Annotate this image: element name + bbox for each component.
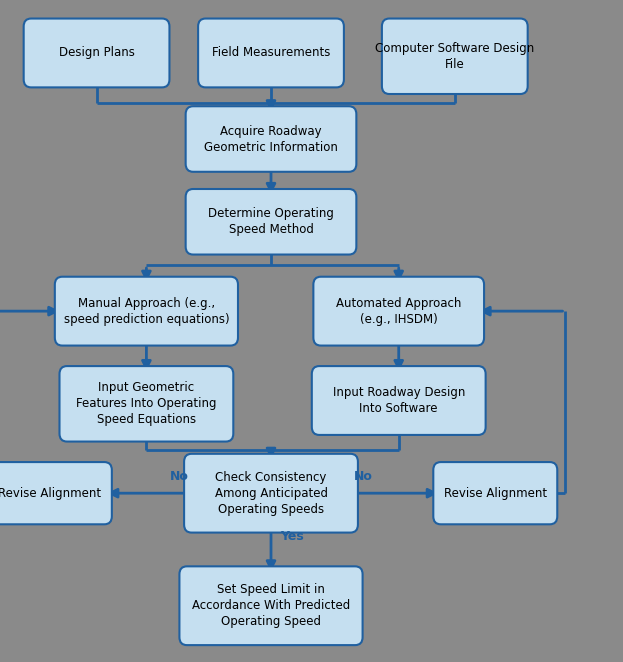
FancyBboxPatch shape: [198, 19, 344, 87]
FancyBboxPatch shape: [55, 277, 238, 346]
Text: No: No: [169, 470, 188, 483]
Text: Automated Approach
(e.g., IHSDM): Automated Approach (e.g., IHSDM): [336, 297, 462, 326]
Text: Design Plans: Design Plans: [59, 46, 135, 60]
FancyBboxPatch shape: [0, 462, 112, 524]
Text: Manual Approach (e.g.,
speed prediction equations): Manual Approach (e.g., speed prediction …: [64, 297, 229, 326]
FancyBboxPatch shape: [312, 366, 486, 435]
Text: Input Roadway Design
Into Software: Input Roadway Design Into Software: [333, 386, 465, 415]
Text: Determine Operating
Speed Method: Determine Operating Speed Method: [208, 207, 334, 236]
FancyBboxPatch shape: [186, 189, 356, 254]
Text: Revise Alignment: Revise Alignment: [444, 487, 547, 500]
FancyBboxPatch shape: [179, 567, 363, 645]
FancyBboxPatch shape: [184, 454, 358, 532]
Text: Set Speed Limit in
Accordance With Predicted
Operating Speed: Set Speed Limit in Accordance With Predi…: [192, 583, 350, 628]
Text: Revise Alignment: Revise Alignment: [0, 487, 102, 500]
FancyBboxPatch shape: [313, 277, 484, 346]
Text: No: No: [354, 470, 373, 483]
Text: Computer Software Design
File: Computer Software Design File: [375, 42, 535, 71]
FancyBboxPatch shape: [434, 462, 557, 524]
Text: Input Geometric
Features Into Operating
Speed Equations: Input Geometric Features Into Operating …: [76, 381, 217, 426]
FancyBboxPatch shape: [382, 19, 528, 94]
Text: Field Measurements: Field Measurements: [212, 46, 330, 60]
Text: Acquire Roadway
Geometric Information: Acquire Roadway Geometric Information: [204, 124, 338, 154]
Text: Yes: Yes: [280, 530, 304, 543]
Text: Check Consistency
Among Anticipated
Operating Speeds: Check Consistency Among Anticipated Oper…: [214, 471, 328, 516]
FancyBboxPatch shape: [186, 106, 356, 171]
FancyBboxPatch shape: [24, 19, 169, 87]
FancyBboxPatch shape: [59, 366, 233, 442]
